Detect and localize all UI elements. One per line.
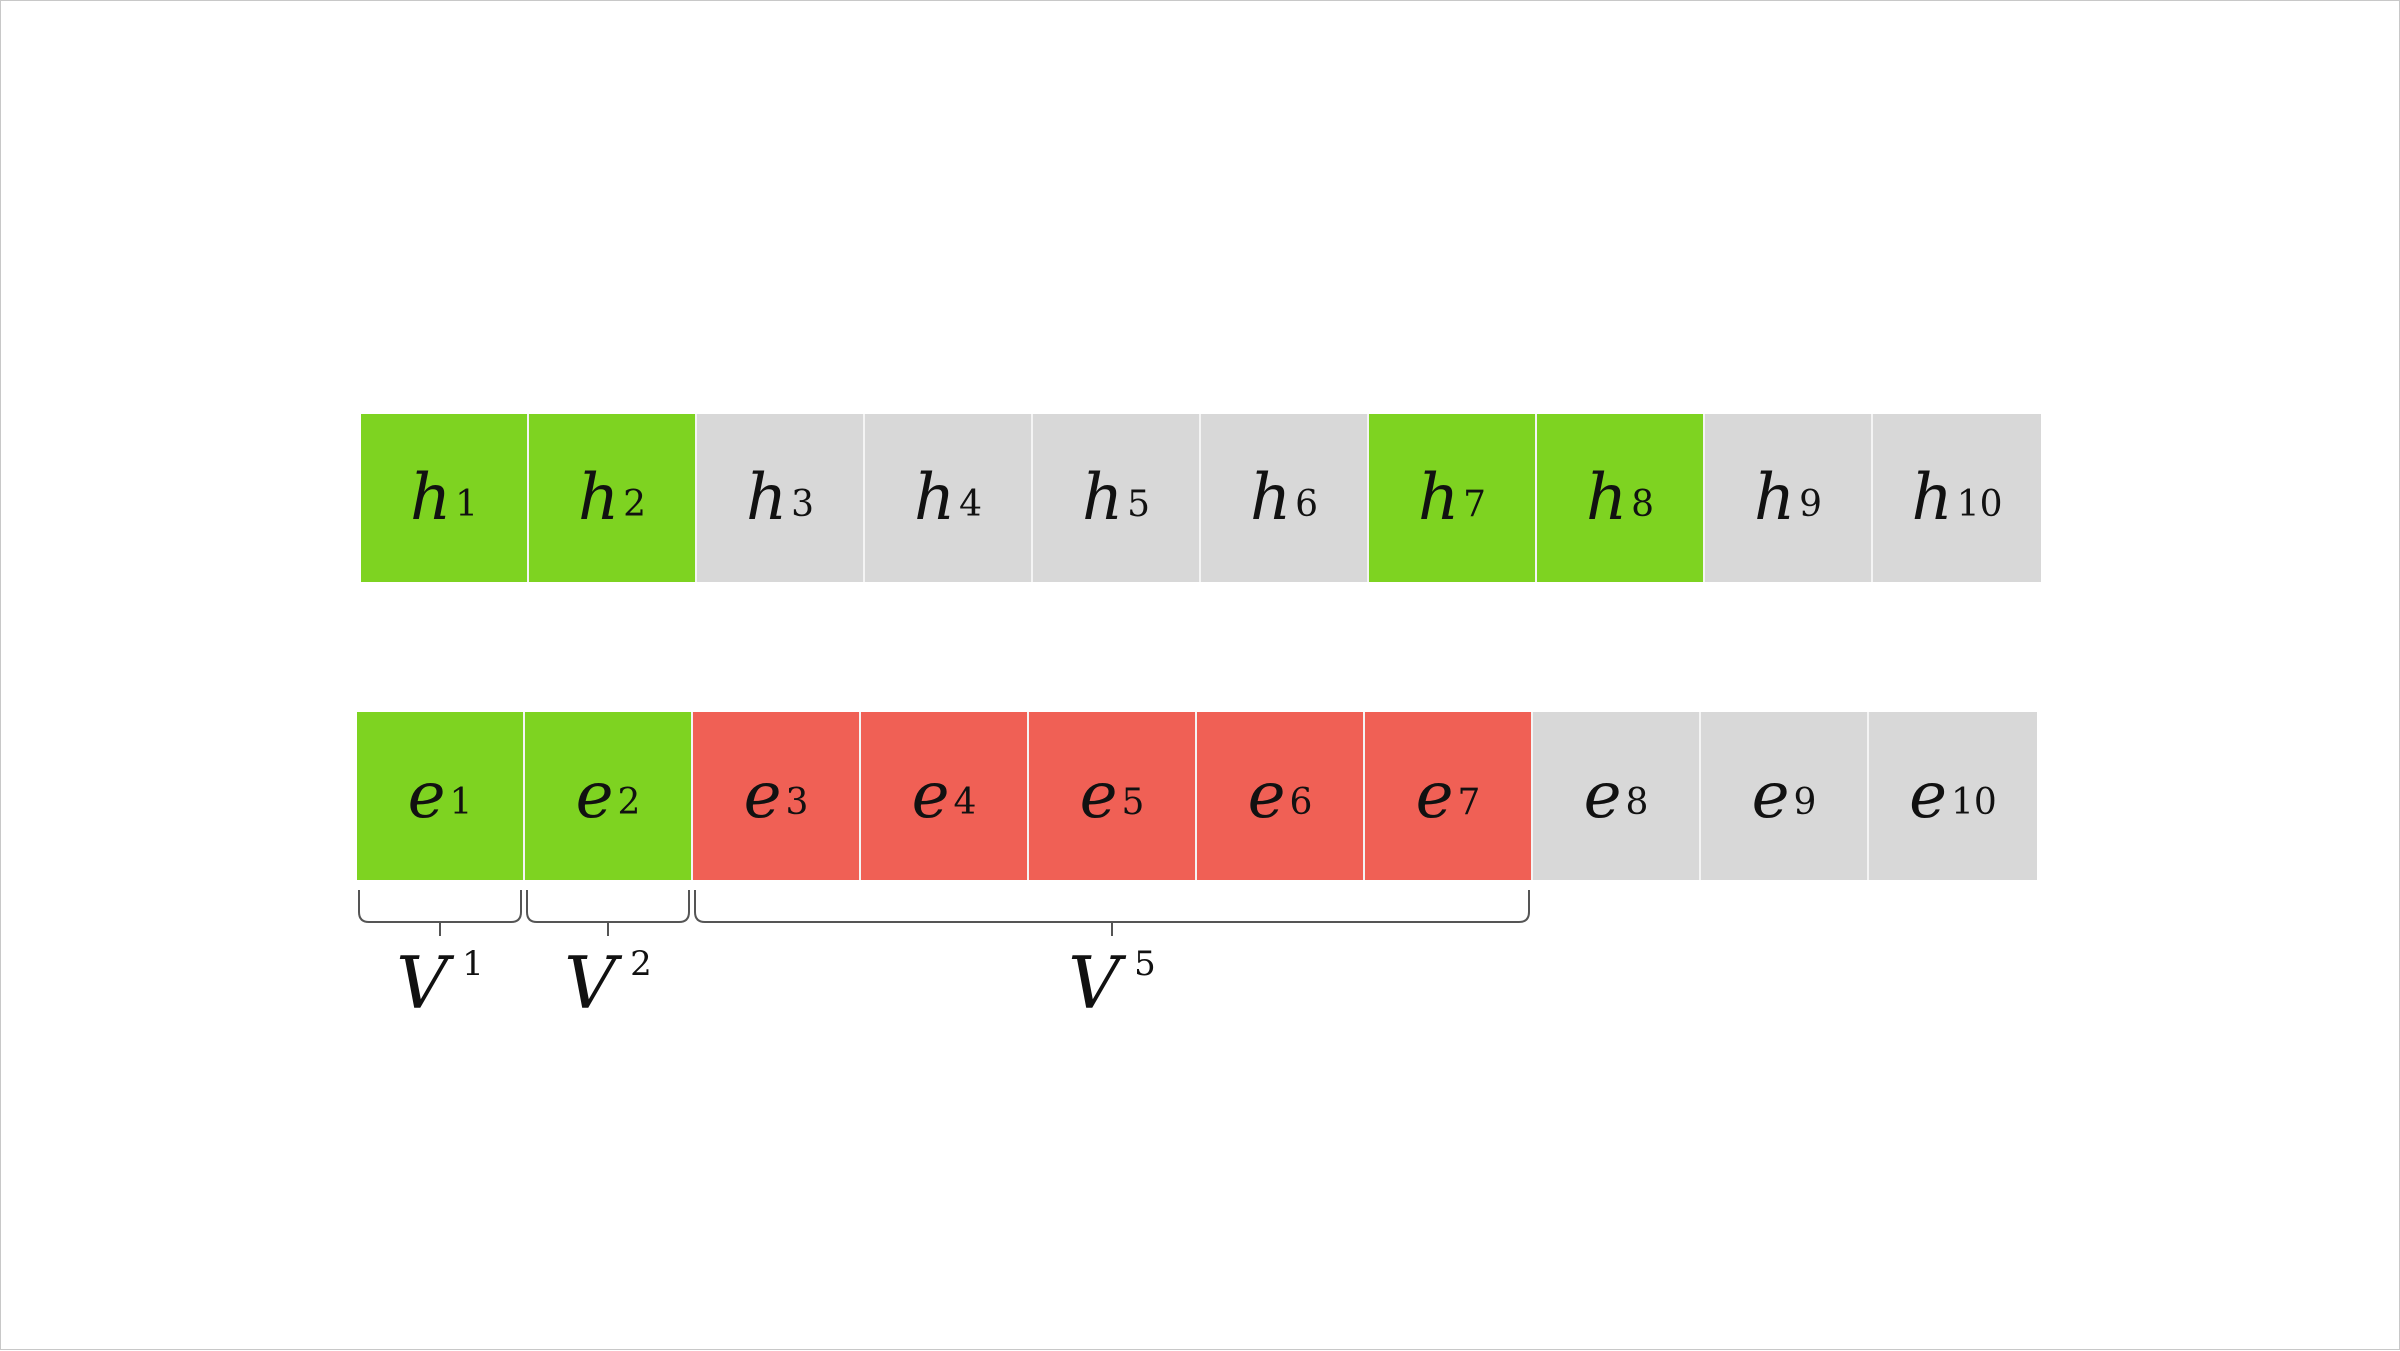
h-cell-index: 10 — [1956, 483, 2003, 525]
group-label-symbol: V — [564, 941, 617, 1025]
hidden-state-row: h 1 h 2 h 3 h 4 h 5 h 6 h 7 h 8 h 9 h 10 — [361, 414, 2041, 582]
e-cell-index: 3 — [785, 781, 809, 823]
h-cell-index: 8 — [1631, 483, 1655, 525]
group-label-symbol: V — [396, 941, 449, 1025]
e-cell-symbol: e — [911, 759, 950, 833]
e-cell-symbol: e — [1751, 759, 1790, 833]
e-cell-symbol: e — [743, 759, 782, 833]
e-cell-index: 7 — [1457, 781, 1481, 823]
h-cell-symbol: h — [1753, 461, 1796, 535]
group-brace-1 — [358, 890, 522, 936]
h-cell-symbol: h — [1911, 461, 1953, 535]
h-cell-10: h 10 — [1873, 414, 2041, 582]
event-row: e 1 e 2 e 3 e 4 e 5 e 6 e 7 e 8 e 9 e 10 — [357, 712, 2037, 880]
h-cell-index: 9 — [1799, 483, 1823, 525]
e-cell-symbol: e — [407, 759, 446, 833]
h-cell-index: 4 — [959, 483, 983, 525]
h-cell-symbol: h — [409, 461, 452, 535]
group-label-index: 5 — [1134, 944, 1156, 984]
h-cell-symbol: h — [1249, 461, 1292, 535]
h-cell-symbol: h — [1585, 461, 1628, 535]
h-cell-symbol: h — [1081, 461, 1124, 535]
h-cell-symbol: h — [1417, 461, 1460, 535]
e-cell-index: 8 — [1625, 781, 1649, 823]
h-cell-index: 7 — [1463, 483, 1487, 525]
e-cell-symbol: e — [1247, 759, 1286, 833]
h-cell-index: 2 — [623, 483, 647, 525]
e-cell-index: 5 — [1121, 781, 1145, 823]
e-cell-index: 1 — [449, 781, 473, 823]
e-cell-index: 4 — [953, 781, 977, 823]
h-cell-symbol: h — [913, 461, 956, 535]
h-cell-symbol: h — [745, 461, 788, 535]
e-cell-symbol: e — [1079, 759, 1118, 833]
e-cell-index: 9 — [1793, 781, 1817, 823]
e-cell-symbol: e — [1415, 759, 1454, 833]
e-cell-symbol: e — [1909, 759, 1948, 833]
e-cell-index: 10 — [1951, 781, 1997, 823]
group-brace-5 — [694, 890, 1530, 936]
e-cell-10: e 10 — [1869, 712, 2037, 880]
h-cell-index: 6 — [1295, 483, 1319, 525]
e-cell-index: 2 — [617, 781, 641, 823]
group-brace-2 — [526, 890, 690, 936]
h-cell-index: 3 — [791, 483, 815, 525]
e-cell-symbol: e — [575, 759, 614, 833]
h-cell-index: 1 — [455, 483, 479, 525]
e-cell-symbol: e — [1583, 759, 1622, 833]
e-cell-index: 6 — [1289, 781, 1313, 823]
group-label-index: 1 — [462, 944, 484, 984]
group-label-index: 2 — [630, 944, 652, 984]
group-label-symbol: V — [1068, 941, 1121, 1025]
h-cell-symbol: h — [577, 461, 620, 535]
h-cell-index: 5 — [1127, 483, 1151, 525]
